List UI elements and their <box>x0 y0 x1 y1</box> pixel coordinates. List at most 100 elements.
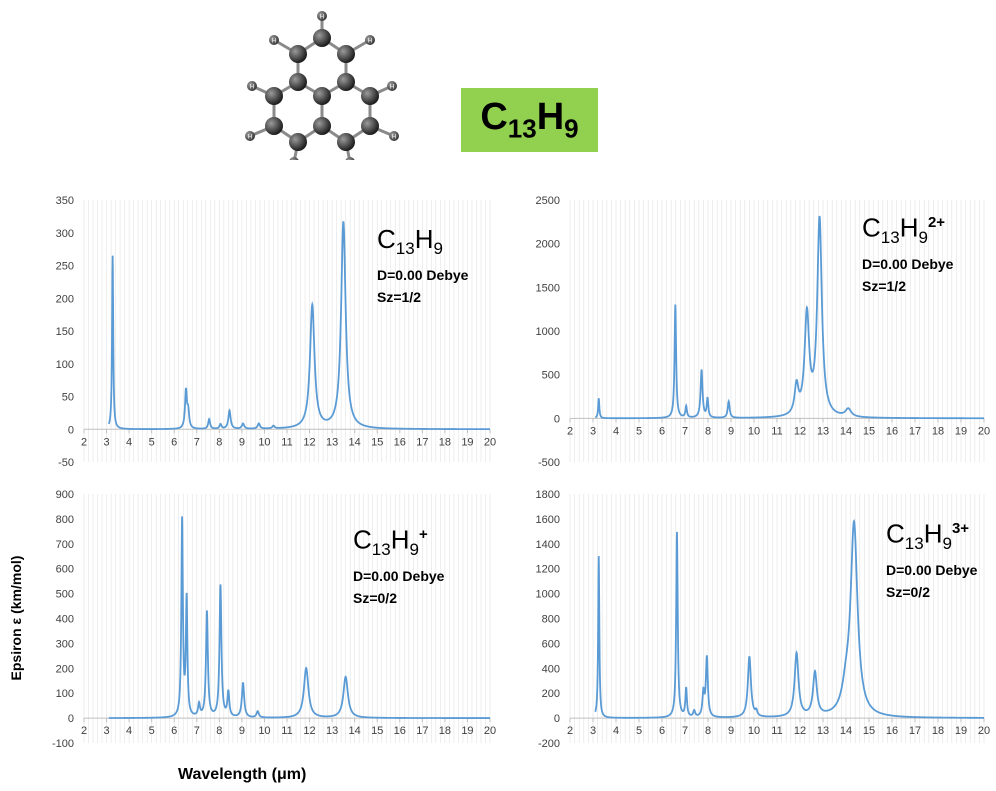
x-tick-label: 5 <box>636 725 642 737</box>
x-tick-label: 5 <box>636 425 642 437</box>
carbon-atom <box>313 29 331 47</box>
y-tick-label: 0 <box>554 713 560 725</box>
y-tick-label: -100 <box>52 738 74 750</box>
y-tick-label: 1500 <box>536 282 560 294</box>
y-tick-label: 200 <box>56 663 74 675</box>
y-tick-label: 800 <box>56 514 74 526</box>
x-tick-label: 2 <box>567 425 573 437</box>
formula-text: C13H9 <box>480 95 579 144</box>
chart-1-spin: Sz=1/2 <box>377 289 421 306</box>
y-tick-label: 500 <box>542 370 560 382</box>
y-tick-label: 150 <box>56 326 74 338</box>
x-tick-label: 16 <box>394 436 406 448</box>
x-tick-label: 20 <box>484 725 496 737</box>
x-tick-label: 14 <box>349 725 361 737</box>
x-tick-label: 6 <box>659 725 665 737</box>
y-tick-label: 700 <box>56 539 74 551</box>
x-tick-label: 7 <box>682 425 688 437</box>
hydrogen-atom <box>247 81 257 91</box>
x-tick-label: 16 <box>886 425 898 437</box>
x-tick-label: 8 <box>216 725 222 737</box>
x-tick-label: 9 <box>728 425 734 437</box>
x-tick-label: 18 <box>439 436 451 448</box>
x-tick-label: 16 <box>886 725 898 737</box>
hydrogen-atom <box>387 81 397 91</box>
y-tick-label: 400 <box>542 663 560 675</box>
y-tick-label: 500 <box>56 589 74 601</box>
carbon-atom <box>361 117 379 135</box>
hydrogen-atom-label: H <box>390 85 394 91</box>
y-tick-label: 200 <box>542 688 560 700</box>
chart-1-dipole: D=0.00 Debye <box>377 267 469 284</box>
x-tick-label: 7 <box>194 725 200 737</box>
hydrogen-atom <box>289 157 299 160</box>
molecule-ball-and-stick-image: HHHHHHHHH <box>245 11 399 160</box>
x-tick-label: 9 <box>728 725 734 737</box>
x-tick-label: 17 <box>909 725 921 737</box>
chart-3-dipole: D=0.00 Debye <box>353 567 445 584</box>
x-tick-label: 4 <box>613 725 619 737</box>
chart-3-species-label: C13H9+ D=0.00 Debye Sz=0/2 <box>353 520 444 609</box>
carbon-atom <box>313 117 331 135</box>
x-tick-label: 18 <box>932 425 944 437</box>
x-tick-label: 3 <box>103 436 109 448</box>
x-tick-label: 5 <box>149 725 155 737</box>
hydrogen-atom <box>245 131 255 141</box>
x-tick-label: 20 <box>484 436 496 448</box>
y-tick-label: 0 <box>554 413 560 425</box>
carbon-atom <box>361 87 379 105</box>
chart-3: -100 0 100 200 300 400 500 600 700 800 900 2 3 4 5 6 7 8 9… <box>52 489 496 750</box>
x-tick-label: 2 <box>81 725 87 737</box>
chart-1-species-label: C13H9 D=0.00 Debye Sz=1/2 <box>377 224 468 308</box>
spectrum-series-line <box>107 221 490 431</box>
x-tick-label: 11 <box>771 425 782 437</box>
x-tick-label: 15 <box>371 436 383 448</box>
y-tick-label: 350 <box>56 195 74 207</box>
x-tick-label: 14 <box>840 425 852 437</box>
hydrogen-atom <box>365 35 375 45</box>
x-tick-label: 10 <box>258 436 270 448</box>
x-tick-label: 6 <box>171 725 177 737</box>
x-tick-label: 8 <box>216 436 222 448</box>
x-tick-label: 19 <box>955 425 967 437</box>
y-tick-label: 1600 <box>536 514 560 526</box>
chart-3-spin: Sz=0/2 <box>353 589 397 606</box>
carbon-atom <box>313 87 331 105</box>
x-tick-label: 4 <box>613 425 619 437</box>
y-tick-label: 1000 <box>536 326 560 338</box>
x-tick-label: 3 <box>590 725 596 737</box>
x-axis-title: Wavelength (μm) <box>178 766 307 783</box>
hydrogen-atom <box>269 35 279 45</box>
x-tick-label: 13 <box>817 725 829 737</box>
y-tick-label: 800 <box>542 614 560 626</box>
x-tick-label: 17 <box>416 436 428 448</box>
x-tick-label: 12 <box>794 725 806 737</box>
x-tick-label: 6 <box>171 436 177 448</box>
y-tick-label: 900 <box>56 489 74 501</box>
x-tick-label: 15 <box>863 425 875 437</box>
chart-2-dipole: D=0.00 Debye <box>862 255 954 272</box>
hydrogen-atom <box>389 131 399 141</box>
x-tick-label: 17 <box>909 425 921 437</box>
x-tick-label: 14 <box>840 725 852 737</box>
y-tick-label: 100 <box>56 688 74 700</box>
y-tick-label: 2000 <box>536 239 560 251</box>
spectrum-series-line <box>594 518 984 719</box>
y-tick-label: 50 <box>62 392 74 404</box>
chart-4-species-label: C13H93+ D=0.00 Debye Sz=0/2 <box>886 514 977 603</box>
x-tick-label: 4 <box>126 436 132 448</box>
x-tick-label: 15 <box>371 725 383 737</box>
y-tick-label: 0 <box>68 713 74 725</box>
x-tick-label: 19 <box>955 725 967 737</box>
x-tick-label: 18 <box>439 725 451 737</box>
y-tick-label: 400 <box>56 614 74 626</box>
x-tick-label: 13 <box>817 425 829 437</box>
hydrogen-atom-label: H <box>392 135 396 141</box>
y-tick-label: 0 <box>68 424 74 436</box>
x-tick-label: 16 <box>394 725 406 737</box>
chart-2: -500 0 500 1000 1500 2000 2500 2 3 4 5 6 7 8 9 10 11 12 13… <box>536 195 991 469</box>
y-tick-label: 600 <box>56 564 74 576</box>
y-tick-label: -200 <box>538 738 560 750</box>
x-tick-label: 20 <box>978 425 990 437</box>
